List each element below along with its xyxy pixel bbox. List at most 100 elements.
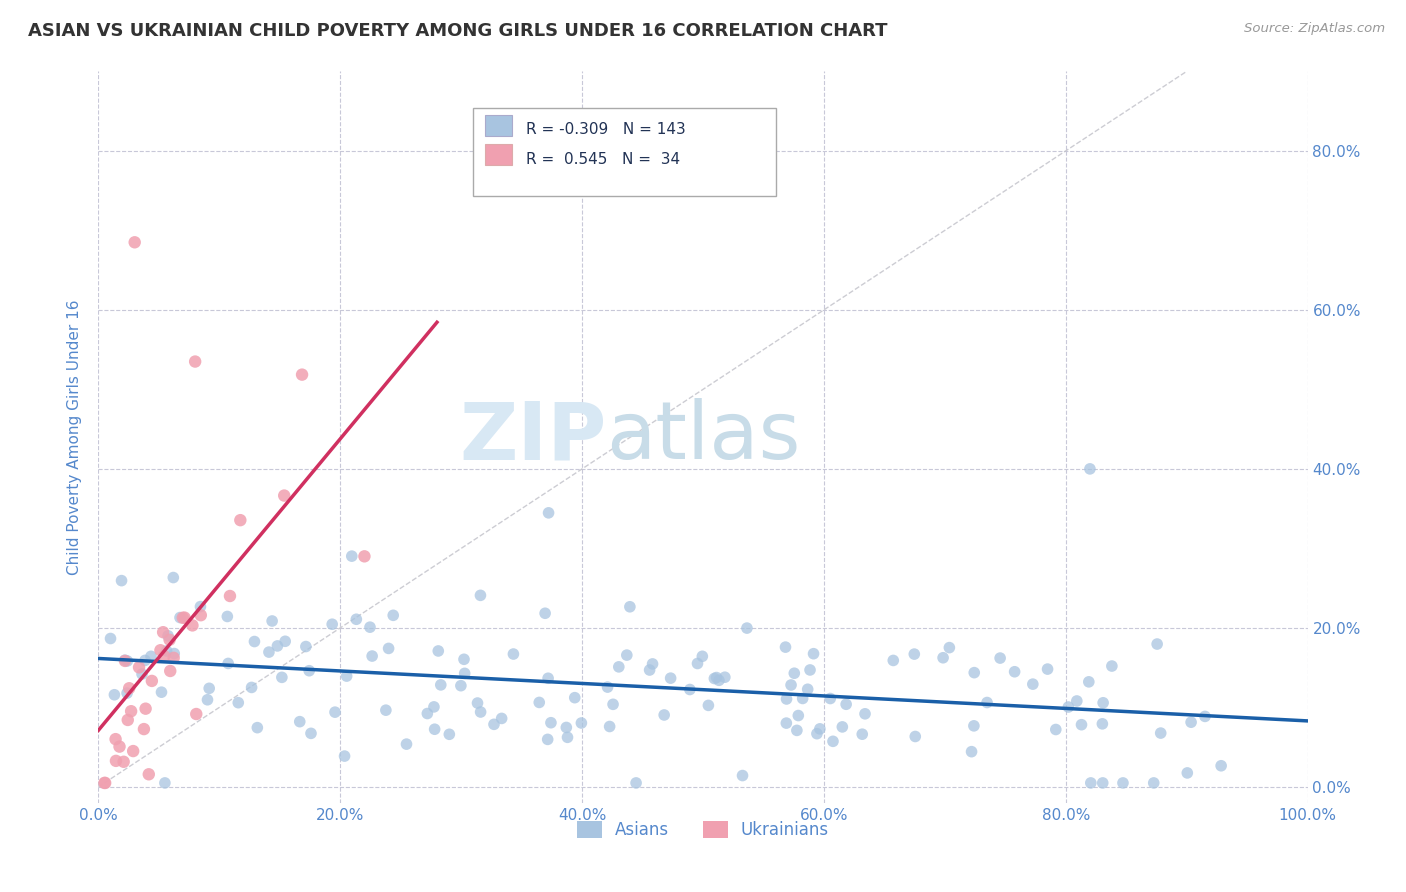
Point xyxy=(172,611,194,625)
Point xyxy=(1101,659,1123,673)
Text: ZIP: ZIP xyxy=(458,398,606,476)
Point xyxy=(150,685,173,699)
Point xyxy=(482,717,505,731)
Point xyxy=(502,647,524,661)
Point xyxy=(534,607,557,621)
Point xyxy=(731,768,754,782)
Text: R =  0.545   N =  34: R = 0.545 N = 34 xyxy=(526,152,681,167)
Point xyxy=(134,653,156,667)
Point xyxy=(173,610,195,624)
Text: R = -0.309   N = 143: R = -0.309 N = 143 xyxy=(526,122,686,137)
Point xyxy=(229,513,252,527)
Point xyxy=(792,691,814,706)
Point xyxy=(117,713,139,727)
Point xyxy=(295,640,318,654)
Point xyxy=(1143,776,1166,790)
Point xyxy=(93,776,115,790)
Point xyxy=(288,714,311,729)
Point xyxy=(240,681,263,695)
Point xyxy=(1045,723,1067,737)
FancyBboxPatch shape xyxy=(474,108,776,195)
Point xyxy=(149,643,172,657)
Point xyxy=(1066,694,1088,708)
Point xyxy=(108,739,131,754)
Point xyxy=(169,610,191,624)
Point xyxy=(820,691,842,706)
Point xyxy=(395,737,418,751)
Point xyxy=(602,698,624,712)
Point xyxy=(904,730,927,744)
Point xyxy=(491,711,513,725)
Point xyxy=(132,722,155,736)
Point xyxy=(262,614,284,628)
Point xyxy=(100,632,122,646)
Point xyxy=(186,706,208,721)
Point xyxy=(124,235,146,250)
Point xyxy=(903,647,925,661)
Point xyxy=(416,706,439,721)
Point xyxy=(374,703,396,717)
Point xyxy=(104,754,127,768)
Point xyxy=(571,716,593,731)
Point xyxy=(596,680,619,694)
Point xyxy=(619,599,641,614)
Point xyxy=(377,641,399,656)
Point xyxy=(439,727,461,741)
Point xyxy=(853,706,876,721)
Point xyxy=(299,726,322,740)
Point xyxy=(537,671,560,685)
Point xyxy=(114,654,136,668)
Point xyxy=(423,723,446,737)
Point xyxy=(963,665,986,680)
Point xyxy=(321,617,343,632)
Point xyxy=(799,663,821,677)
Point xyxy=(714,670,737,684)
Text: atlas: atlas xyxy=(606,398,800,476)
Point xyxy=(103,688,125,702)
Point xyxy=(1091,776,1114,790)
Point xyxy=(118,681,141,696)
Point xyxy=(638,663,661,677)
Point xyxy=(257,645,280,659)
Point xyxy=(340,549,363,563)
Point xyxy=(932,650,955,665)
Point xyxy=(270,670,292,684)
Point xyxy=(153,776,176,790)
Point xyxy=(1150,726,1173,740)
Point xyxy=(152,625,174,640)
Point xyxy=(429,678,451,692)
Point xyxy=(555,721,578,735)
Point xyxy=(564,690,586,705)
Point xyxy=(780,678,803,692)
Point xyxy=(217,657,239,671)
Point xyxy=(1092,696,1115,710)
Bar xyxy=(485,145,512,165)
Point xyxy=(806,727,828,741)
Point xyxy=(1175,766,1198,780)
Point xyxy=(540,715,562,730)
Point xyxy=(851,727,873,741)
Point xyxy=(831,720,853,734)
Point xyxy=(112,755,135,769)
Point xyxy=(641,657,664,671)
Point xyxy=(1057,700,1080,714)
Point xyxy=(1080,776,1102,790)
Point xyxy=(1112,776,1135,790)
Point xyxy=(336,669,359,683)
Point xyxy=(787,708,810,723)
Point xyxy=(537,506,560,520)
Point xyxy=(1194,709,1216,723)
Point xyxy=(344,612,367,626)
Point xyxy=(659,671,682,685)
Point xyxy=(190,599,212,614)
Point xyxy=(243,634,266,648)
Point xyxy=(120,704,142,718)
Point xyxy=(138,767,160,781)
Point xyxy=(274,634,297,648)
Point xyxy=(703,672,725,686)
Point xyxy=(246,721,269,735)
Point xyxy=(139,649,162,664)
Point xyxy=(1077,674,1099,689)
Point xyxy=(786,723,808,738)
Point xyxy=(219,589,242,603)
